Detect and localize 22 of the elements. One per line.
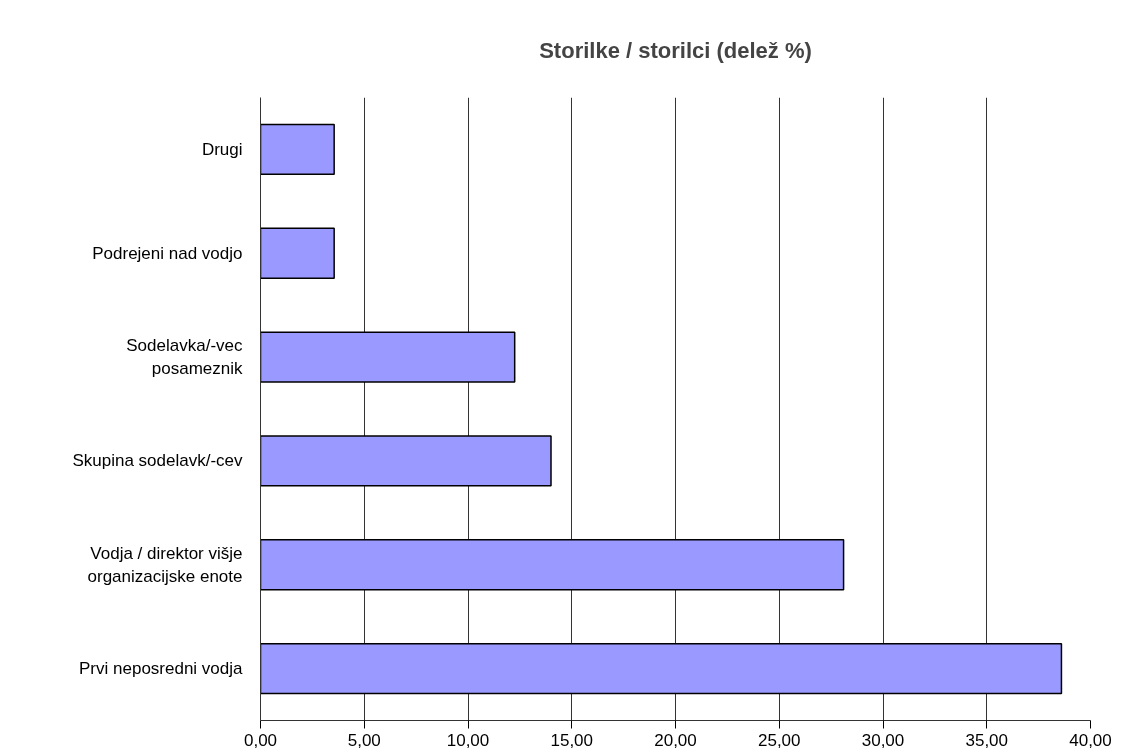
y-tick-label: Sodelavka/-vec posameznik: [126, 336, 243, 378]
y-tick-label: Drugi: [201, 139, 243, 159]
x-tick-label: 0,00: [243, 730, 278, 750]
bar: [260, 227, 335, 279]
bar: [260, 123, 335, 176]
x-tick-label: 35,00: [965, 730, 1009, 750]
x-tick-label: 30,00: [861, 730, 905, 750]
y-tick-label: Prvi neposredni vodja: [79, 659, 244, 679]
bar: [260, 539, 845, 591]
bar: [260, 435, 552, 487]
x-tick-label: 40,00: [1069, 730, 1112, 750]
chart-title: Storilke / storilci (delež %): [539, 37, 812, 63]
bar: [260, 642, 1063, 695]
x-tick-label: 20,00: [654, 730, 697, 750]
x-tick-label: 15,00: [550, 730, 594, 750]
x-tick-label: 25,00: [757, 730, 801, 750]
y-tick-label: Vodja / direktor višje organizacijske enote: [87, 543, 243, 586]
bar: [260, 331, 516, 383]
y-tick-label: Skupina sodelavk/-cev: [72, 451, 243, 471]
x-tick-label: 10,00: [446, 730, 490, 750]
y-tick-label: Podrejeni nad vodjo: [92, 243, 243, 263]
x-tick-label: 5,00: [347, 730, 381, 750]
